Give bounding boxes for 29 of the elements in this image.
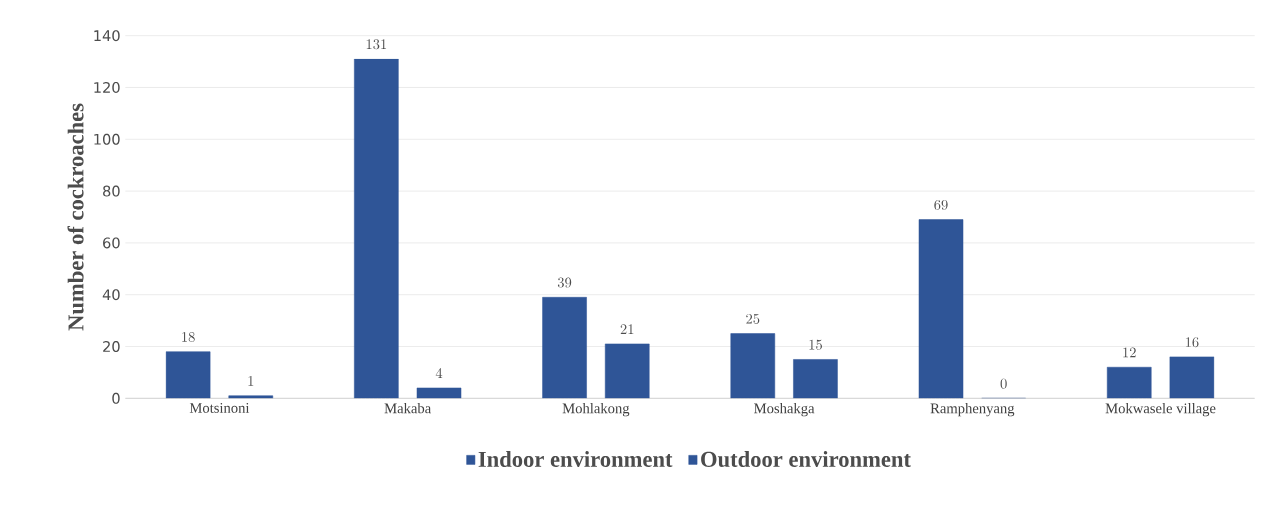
x-tick-label: Motsinoni — [189, 403, 250, 413]
x-tick-label: Mokwasele village — [1105, 403, 1216, 417]
y-tick-label: 120 — [94, 81, 120, 93]
x-tick-label: Moshakga — [754, 403, 815, 417]
y-tick-label: 60 — [103, 237, 120, 249]
data-label: 21 — [620, 324, 634, 334]
y-tick-label: 0 — [112, 392, 120, 404]
data-label: 12 — [1123, 347, 1136, 358]
x-tick-label: Makaba — [384, 403, 432, 414]
data-label: 0 — [1000, 378, 1007, 389]
data-label: 39 — [557, 277, 572, 288]
data-label: 18 — [182, 332, 195, 343]
y-tick-label: 40 — [102, 289, 120, 301]
x-tick-label: Ramphenyang — [930, 403, 1015, 417]
legend-label: Outdoor environment — [701, 451, 911, 467]
data-label: 16 — [1185, 337, 1199, 348]
y-tick-label: 100 — [94, 133, 120, 145]
y-axis-title: Number of cockroaches — [67, 103, 84, 331]
data-label: 15 — [809, 339, 822, 350]
data-label: 4 — [435, 368, 443, 378]
legend-label: Indoor environment — [478, 451, 673, 467]
data-label: 69 — [934, 199, 948, 210]
y-tick-label: 20 — [103, 341, 120, 353]
x-tick-label: Mohlakong — [562, 403, 630, 417]
y-tick-label: 140 — [94, 30, 120, 42]
data-label: 25 — [746, 313, 760, 324]
y-tick-label: 80 — [103, 185, 120, 197]
data-label: 1 — [248, 376, 254, 386]
data-label: 131 — [366, 39, 387, 50]
